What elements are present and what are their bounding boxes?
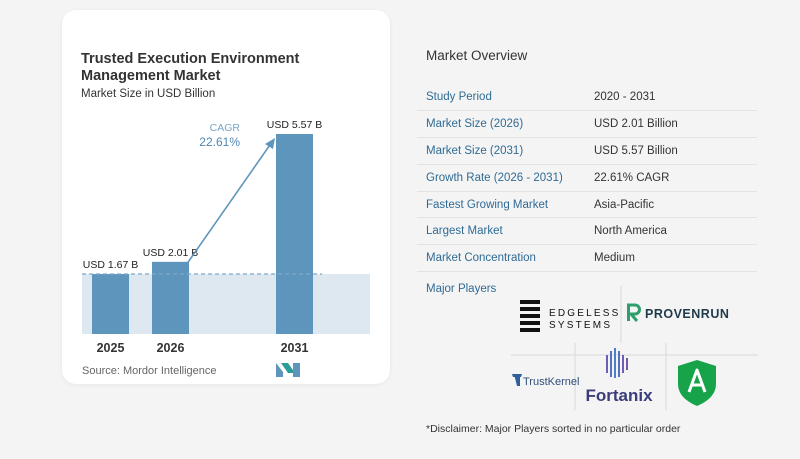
provenrun-logo: PROVENRUN (627, 303, 729, 322)
cagr-arrow (183, 141, 273, 269)
stacked-bars-icon (520, 300, 540, 332)
tk-mark-icon (512, 374, 522, 386)
overview-row-value: North America (585, 217, 757, 246)
overview-row: Largest Market North America (417, 217, 757, 246)
fortanix-text: Fortanix (585, 386, 653, 405)
edgeless-line1: EDGELESS (549, 308, 621, 319)
overview-row: Market Size (2031) USD 5.57 Billion (417, 137, 757, 165)
overview-row-key: Market Size (2026) (417, 110, 585, 139)
cagr-arrowhead (265, 138, 275, 149)
overview-row-key: Market Concentration (417, 244, 585, 273)
overview-row: Market Size (2026) USD 2.01 Billion (417, 110, 757, 139)
provenrun-text: PROVENRUN (645, 307, 729, 321)
cagr-value: 22.61% (199, 135, 240, 149)
category-label: 2031 (281, 341, 309, 355)
overview-row: Study Period 2020 - 2031 (417, 84, 757, 112)
overview-row-value: Medium (585, 244, 757, 273)
bar-2025 (92, 274, 129, 334)
edgeless-line2: SYSTEMS (549, 320, 612, 331)
overview-row-key: Fastest Growing Market (417, 191, 585, 219)
shield-a-icon (678, 360, 716, 406)
fortanix-mark-icon (606, 348, 628, 378)
trustkernel-logo: TrustKernel (512, 374, 579, 388)
cagr-label: CAGR (210, 122, 241, 134)
overview-row-value: 2020 - 2031 (585, 84, 757, 112)
source-note: Source: Mordor Intelligence (82, 365, 217, 377)
overview-row-key: Market Size (2031) (417, 137, 585, 165)
overview-row-value: Asia-Pacific (585, 191, 757, 219)
category-label: 2026 (157, 341, 185, 355)
overview-row: Growth Rate (2026 - 2031) 22.61% CAGR (417, 164, 757, 192)
overview-title: Market Overview (426, 48, 528, 63)
bar-2031 (276, 134, 313, 334)
overview-row-value: USD 2.01 Billion (585, 110, 757, 139)
overview-row: Fastest Growing Market Asia-Pacific (417, 191, 757, 219)
fortanix-logo: Fortanix (585, 348, 653, 405)
value-label: USD 5.57 B (267, 119, 322, 131)
overview-table: Study Period 2020 - 2031 Market Size (2026… (417, 84, 757, 273)
overview-row-key: Study Period (417, 84, 585, 112)
trustkernel-text: TrustKernel (523, 376, 579, 388)
major-players-label: Major Players (426, 283, 497, 295)
overview-row-value: USD 5.57 Billion (585, 137, 757, 165)
overview-row: Market Concentration Medium (417, 244, 757, 273)
value-label: USD 2.01 B (143, 247, 198, 259)
bar-chart: USD 1.67 B USD 2.01 B USD 5.57 B 2025 2026 20… (82, 119, 370, 355)
baseline-band (82, 274, 370, 334)
value-label: USD 1.67 B (83, 259, 138, 271)
shield-logo (678, 360, 716, 406)
chart-card: Trusted Execution Environment Management… (62, 10, 390, 384)
chart-title: Trusted Execution Environment Management… (81, 51, 300, 84)
chart-subtitle: Market Size in USD Billion (81, 88, 216, 100)
overview-row-key: Largest Market (417, 217, 585, 246)
category-label: 2025 (97, 341, 125, 355)
overview-row-key: Growth Rate (2026 - 2031) (417, 164, 585, 192)
r-mark-icon (627, 303, 641, 322)
overview-row-value: 22.61% CAGR (585, 164, 757, 192)
edgeless-systems-logo: EDGELESS SYSTEMS (520, 300, 621, 332)
mordor-intelligence-logo-icon (276, 363, 300, 377)
disclaimer: *Disclaimer: Major Players sorted in no … (426, 423, 681, 435)
